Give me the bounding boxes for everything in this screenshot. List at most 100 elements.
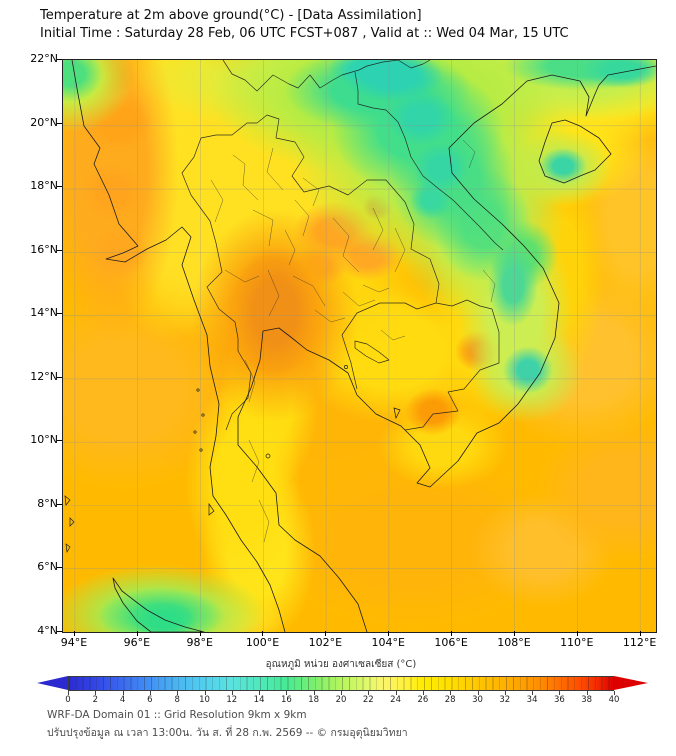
border-cambodia-vietnam bbox=[404, 299, 500, 431]
country-border-group bbox=[181, 60, 504, 431]
border-laos-vietnam bbox=[354, 71, 504, 251]
colorbar-tick-mark bbox=[177, 691, 179, 695]
lat-tick-label: 12°N bbox=[30, 369, 58, 383]
colorbar-tick-label: 28 bbox=[444, 695, 456, 705]
colorbar-tick-mark bbox=[368, 691, 370, 695]
coastline-gulf-indochina bbox=[237, 65, 656, 632]
lon-tick-mark bbox=[388, 631, 390, 636]
coastline-sumatra bbox=[112, 577, 205, 632]
colorbar-tick-label: 32 bbox=[499, 695, 511, 705]
colorbar-tick-label: 22 bbox=[362, 695, 374, 705]
lon-tick-label: 104°E bbox=[371, 636, 405, 649]
border-myanmar-thailand bbox=[181, 114, 268, 431]
colorbar-tick-label: 6 bbox=[147, 695, 153, 705]
lat-tick-mark bbox=[57, 249, 62, 251]
lat-tick-mark bbox=[57, 313, 62, 315]
colorbar-tick-mark bbox=[286, 691, 288, 695]
island-andaman-2 bbox=[69, 517, 75, 527]
map-plot bbox=[62, 59, 657, 633]
lon-tick-label: 112°E bbox=[622, 636, 657, 649]
lat-tick-label: 18°N bbox=[30, 179, 58, 193]
lon-tick-label: 108°E bbox=[497, 636, 531, 649]
colorbar-tick-mark bbox=[586, 691, 588, 695]
lat-tick-mark bbox=[57, 567, 62, 569]
colorbar-tick-label: 0 bbox=[65, 695, 71, 705]
colorbar-tick-mark bbox=[204, 691, 206, 695]
colorbar-tick-label: 4 bbox=[119, 695, 126, 705]
page-subtitle: Initial Time : Saturday 28 Feb, 06 UTC F… bbox=[40, 26, 569, 41]
colorbar-tick-label: 38 bbox=[581, 695, 593, 705]
colorbar-tick-mark bbox=[341, 691, 342, 695]
colorbar-tick-mark bbox=[477, 691, 479, 695]
lat-tick-label: 22°N bbox=[30, 52, 58, 65]
lon-tick-mark bbox=[136, 631, 138, 636]
lon-tick-label: 102°E bbox=[308, 636, 343, 649]
lon-tick-label: 94°E bbox=[60, 636, 88, 649]
lon-tick-label: 110°E bbox=[560, 636, 594, 649]
colorbar-tick-label: 24 bbox=[390, 695, 401, 705]
island-phuket bbox=[208, 502, 215, 516]
colorbar-tick-label: 40 bbox=[608, 695, 620, 705]
colorbar-tick-label: 34 bbox=[526, 695, 538, 705]
lon-tick-label: 98°E bbox=[186, 636, 213, 649]
island-mergui-1 bbox=[196, 388, 200, 392]
lon-tick-label: 100°E bbox=[245, 636, 280, 649]
colorbar-tick-label: 14 bbox=[253, 695, 265, 705]
island-mergui-4 bbox=[199, 448, 203, 452]
coastline-group bbox=[71, 60, 656, 632]
lat-tick-label: 14°N bbox=[30, 306, 58, 320]
colorbar-tick-mark bbox=[559, 691, 561, 695]
colorbar-tick-mark bbox=[122, 691, 124, 695]
border-thailand-cambodia bbox=[341, 302, 437, 390]
border-china bbox=[222, 60, 431, 92]
lat-tick-mark bbox=[57, 503, 62, 505]
coastline-hainan bbox=[538, 119, 612, 184]
island-andaman-1 bbox=[64, 495, 71, 506]
coastline-west-myanmar-malay bbox=[71, 60, 286, 632]
lat-tick-label: 6°N bbox=[37, 560, 58, 574]
island-phu-quoc bbox=[393, 407, 401, 420]
colorbar-tick-label: 16 bbox=[280, 695, 292, 705]
lat-tick-label: 20°N bbox=[30, 115, 58, 129]
province-border-group bbox=[210, 139, 496, 543]
island-mergui-3 bbox=[193, 430, 197, 434]
map-overlay bbox=[63, 60, 656, 632]
lat-tick-mark bbox=[57, 440, 62, 442]
footer-update-info: ปรับปรุงข้อมูล ณ เวลา 13:00น. วัน ส. ที่… bbox=[47, 727, 408, 739]
colorbar-tick-label: 36 bbox=[553, 695, 565, 705]
lon-tick-mark bbox=[73, 631, 75, 636]
lat-tick-mark bbox=[57, 186, 62, 188]
lat-tick-mark bbox=[57, 59, 62, 60]
lat-tick-label: 8°N bbox=[37, 496, 58, 510]
lon-tick-label: 106°E bbox=[434, 636, 468, 649]
colorbar-low-arrow-icon bbox=[37, 676, 68, 690]
colorbar-tick-mark bbox=[395, 691, 397, 695]
colorbar-tick-label: 26 bbox=[417, 695, 429, 705]
lat-tick-mark bbox=[57, 122, 62, 124]
colorbar-tick-mark bbox=[149, 691, 151, 695]
colorbar-tick-mark bbox=[504, 691, 506, 695]
lake-tonle-sap bbox=[354, 340, 390, 364]
page-title: Temperature at 2m above ground(°C) - [Da… bbox=[40, 8, 422, 23]
graticule-grid bbox=[63, 60, 656, 632]
lat-tick-label: 4°N bbox=[37, 624, 58, 638]
colorbar-gradient bbox=[68, 676, 614, 691]
lat-tick-mark bbox=[57, 631, 62, 633]
colorbar-tick-mark bbox=[68, 691, 69, 695]
lon-tick-mark bbox=[199, 631, 201, 636]
island-andaman-3 bbox=[65, 543, 71, 554]
colorbar-tick-label: 18 bbox=[308, 695, 320, 705]
colorbar-tick-mark bbox=[422, 691, 424, 695]
colorbar-tick-label: 12 bbox=[226, 695, 238, 705]
colorbar-high-arrow-icon bbox=[614, 676, 648, 690]
island-mergui-2 bbox=[201, 413, 205, 417]
island-samui bbox=[265, 453, 271, 459]
colorbar-tick-mark bbox=[614, 691, 615, 695]
lon-tick-mark bbox=[451, 631, 452, 636]
colorbar-label: อุณหภูมิ หน่วย องศาเซลเซียส (°C) bbox=[265, 659, 417, 670]
colorbar-tick-label: 20 bbox=[335, 695, 347, 705]
colorbar-tick-mark bbox=[532, 691, 534, 695]
island-group bbox=[64, 365, 401, 554]
island-koh-chang bbox=[344, 365, 348, 369]
